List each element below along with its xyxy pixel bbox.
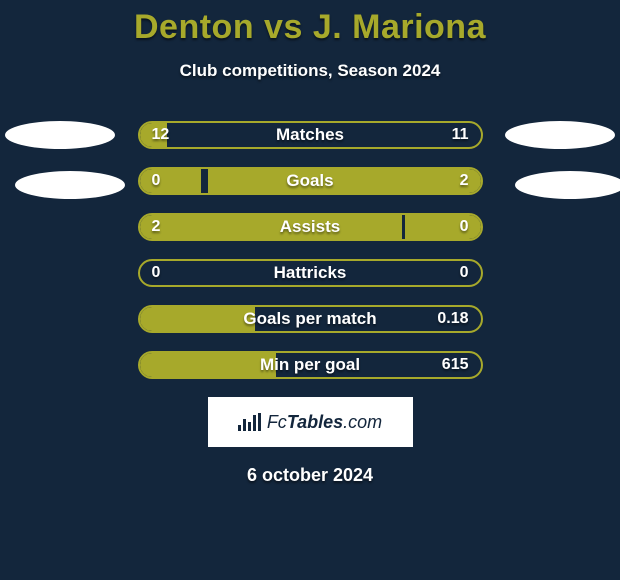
stat-bar: Min per goal615 [138,351,483,379]
stat-label: Hattricks [140,263,481,283]
stat-value-right: 2 [460,172,469,190]
stat-value-right: 11 [452,126,469,144]
bar-chart-icon [238,413,261,431]
stat-row: Goals0 2 [0,167,620,195]
page-title: Denton vs J. Mariona [0,0,620,47]
logo-suffix: .com [343,412,382,432]
comparison-chart: Matches1211Goals02Assists20Hattricks00Go… [0,121,620,379]
stat-label: Goals per match [140,309,481,329]
stat-label: Min per goal [140,355,481,375]
stat-row: Matches12 11 [0,121,620,149]
date-text: 6 october 2024 [0,465,620,486]
stat-value-left: 0 [152,264,161,282]
stat-row: Goals per match0.18 [0,305,620,333]
stat-value-left: 2 [152,218,161,236]
logo-bold: Tables [287,412,343,432]
player-right-name: J. Mariona [313,8,486,46]
stat-row: Min per goal615 [0,351,620,379]
stat-value-right: 0 [460,264,469,282]
page-subtitle: Club competitions, Season 2024 [0,61,620,81]
vs-separator: vs [264,8,303,46]
stat-bar: Assists2 0 [138,213,483,241]
player-left-name: Denton [134,8,254,46]
stat-row: Hattricks0 0 [0,259,620,287]
fctables-logo: FcTables.com [208,397,413,447]
stat-rows-container: Matches1211Goals02Assists20Hattricks00Go… [0,121,620,379]
logo-prefix: Fc [267,412,287,432]
stat-value-right: 0 [460,218,469,236]
stat-label: Goals [140,171,481,191]
stat-value-right: 615 [442,356,469,374]
infographic-root: Denton vs J. Mariona Club competitions, … [0,0,620,580]
stat-bar: Goals per match0.18 [138,305,483,333]
stat-bar: Hattricks0 0 [138,259,483,287]
stat-bar: Goals0 2 [138,167,483,195]
stat-row: Assists2 0 [0,213,620,241]
stat-value-right: 0.18 [437,310,468,328]
stat-label: Matches [140,125,481,145]
stat-bar: Matches12 11 [138,121,483,149]
stat-label: Assists [140,217,481,237]
stat-value-left: 0 [152,172,161,190]
logo-text: FcTables.com [267,412,382,433]
stat-value-left: 12 [152,126,170,144]
